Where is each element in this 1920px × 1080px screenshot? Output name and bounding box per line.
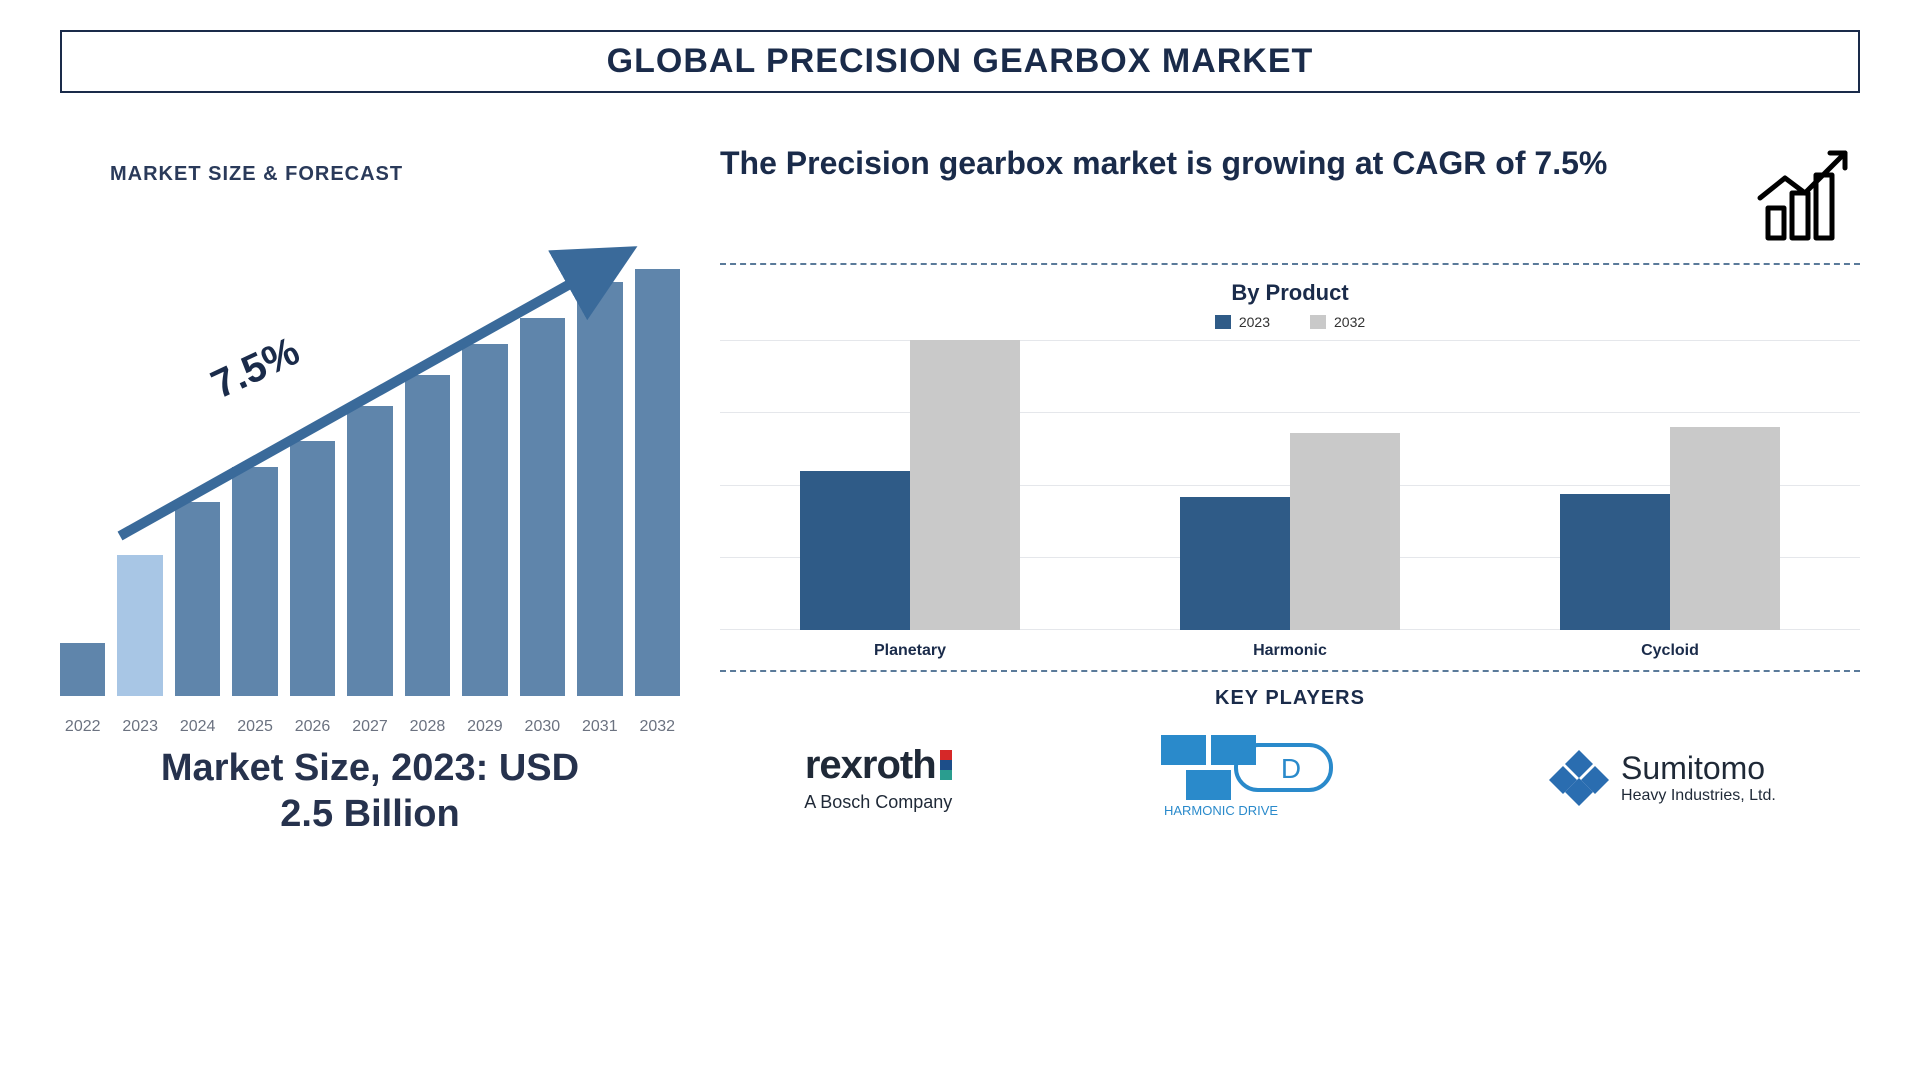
forecast-year-label: 2026: [290, 718, 335, 736]
product-legend: 2023 2032: [720, 314, 1860, 330]
legend-label-2023: 2023: [1239, 314, 1270, 330]
market-size-text: Market Size, 2023: USD 2.5 Billion: [60, 746, 680, 837]
product-bar-2032: [1290, 433, 1400, 630]
forecast-heading: MARKET SIZE & FORECAST: [110, 163, 680, 186]
forecast-bar: [462, 344, 507, 696]
sumitomo-name: Sumitomo: [1621, 750, 1776, 787]
dashed-divider: [720, 263, 1860, 265]
right-panel: The Precision gearbox market is growing …: [720, 143, 1860, 837]
market-size-line2: 2.5 Billion: [280, 793, 459, 835]
forecast-year-label: 2025: [232, 718, 277, 736]
forecast-chart: 2022 2023 2024 2025 2026 2027 2028 2029 2030 2031…: [60, 216, 680, 736]
forecast-bar: [577, 282, 622, 696]
forecast-year-label: 2029: [462, 718, 507, 736]
forecast-bar: [405, 375, 450, 696]
product-bar-2032: [910, 340, 1020, 630]
forecast-year-label: 2031: [577, 718, 622, 736]
legend-item-2032: 2032: [1310, 314, 1365, 330]
player-sumitomo: Sumitomo Heavy Industries, Ltd.: [1549, 748, 1776, 808]
player-harmonic-drive: D HARMONIC DRIVE: [1151, 730, 1351, 825]
legend-swatch-2023: [1215, 315, 1231, 329]
headline-text: The Precision gearbox market is growing …: [720, 143, 1720, 185]
forecast-bar: [117, 555, 162, 696]
product-bar-group: [1545, 427, 1795, 630]
forecast-year-label: 2032: [635, 718, 680, 736]
product-category-labels: Planetary Harmonic Cycloid: [720, 642, 1860, 660]
forecast-bar: [635, 269, 680, 696]
forecast-bar: [175, 502, 220, 696]
forecast-panel: MARKET SIZE & FORECAST 20222023202420252…: [60, 143, 680, 837]
product-bar-2023: [1560, 494, 1670, 630]
product-bar-group: [785, 340, 1035, 630]
product-bar-group: [1165, 433, 1415, 630]
forecast-year-label: 2028: [405, 718, 450, 736]
product-chart-title: By Product: [720, 280, 1860, 306]
product-bar-groups: [720, 340, 1860, 630]
legend-item-2023: 2023: [1215, 314, 1270, 330]
dashed-divider: [720, 670, 1860, 672]
forecast-year-label: 2027: [347, 718, 392, 736]
market-size-line1: Market Size, 2023: USD: [161, 747, 579, 789]
svg-text:HARMONIC DRIVE: HARMONIC DRIVE: [1164, 803, 1278, 818]
product-chart: Planetary Harmonic Cycloid: [720, 340, 1860, 660]
sumitomo-subtitle: Heavy Industries, Ltd.: [1621, 787, 1776, 805]
legend-label-2032: 2032: [1334, 314, 1365, 330]
growth-chart-icon: [1750, 143, 1860, 243]
product-category-label: Harmonic: [1165, 642, 1415, 660]
harmonic-drive-logo-icon: D HARMONIC DRIVE: [1151, 730, 1351, 820]
rexroth-flag-icon: [940, 750, 952, 780]
rexroth-subtitle: A Bosch Company: [804, 792, 952, 813]
forecast-bar: [520, 318, 565, 696]
product-bar-2023: [1180, 497, 1290, 630]
forecast-bar: [347, 406, 392, 696]
product-category-label: Cycloid: [1545, 642, 1795, 660]
player-rexroth: rexroth A Bosch Company: [804, 743, 952, 813]
sumitomo-diamond-icon: [1549, 748, 1609, 808]
key-players-title: KEY PLAYERS: [720, 687, 1860, 710]
forecast-year-label: 2022: [60, 718, 105, 736]
forecast-year-labels: 2022 2023 2024 2025 2026 2027 2028 2029 2030 2031…: [60, 718, 680, 736]
product-bar-2032: [1670, 427, 1780, 630]
page-title: GLOBAL PRECISION GEARBOX MARKET: [82, 42, 1838, 81]
forecast-year-label: 2030: [520, 718, 565, 736]
forecast-year-label: 2023: [117, 718, 162, 736]
forecast-bar: [60, 643, 105, 696]
forecast-bar: [232, 467, 277, 696]
key-players-row: rexroth A Bosch Company D HARMONIC: [720, 730, 1860, 825]
forecast-year-label: 2024: [175, 718, 220, 736]
page-title-box: GLOBAL PRECISION GEARBOX MARKET: [60, 30, 1860, 93]
rexroth-name: rexroth: [805, 743, 936, 788]
headline-row: The Precision gearbox market is growing …: [720, 143, 1860, 243]
content-row: MARKET SIZE & FORECAST 20222023202420252…: [60, 143, 1860, 837]
legend-swatch-2032: [1310, 315, 1326, 329]
product-bar-2023: [800, 471, 910, 631]
forecast-bars: [60, 256, 680, 696]
forecast-bar: [290, 441, 335, 696]
product-category-label: Planetary: [785, 642, 1035, 660]
svg-text:D: D: [1281, 753, 1301, 784]
